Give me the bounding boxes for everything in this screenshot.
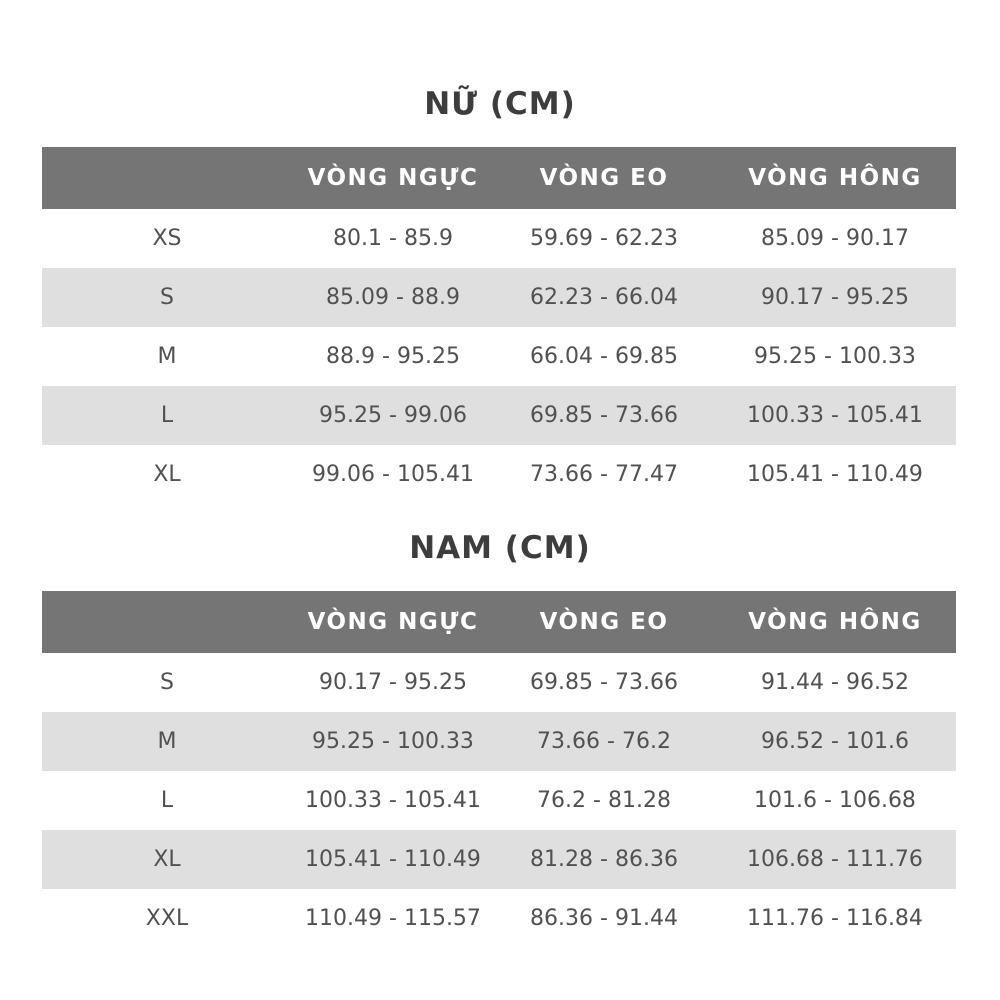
bust-cell: 88.9 - 95.25 <box>326 344 460 369</box>
bust-cell: 95.25 - 100.33 <box>312 729 474 754</box>
bust-cell: 95.25 - 99.06 <box>319 403 467 428</box>
bust-cell: 100.33 - 105.41 <box>305 788 481 813</box>
waist-cell: 76.2 - 81.28 <box>537 788 671 813</box>
table-row: S 90.17 - 95.25 69.85 - 73.66 91.44 - 96… <box>42 653 956 712</box>
bust-cell: 85.09 - 88.9 <box>326 285 460 310</box>
size-cell: XL <box>153 847 181 872</box>
bust-cell: 110.49 - 115.57 <box>305 906 481 931</box>
hip-cell: 96.52 - 101.6 <box>761 729 909 754</box>
table-row: L 95.25 - 99.06 69.85 - 73.66 100.33 - 1… <box>42 386 956 445</box>
hip-cell: 106.68 - 111.76 <box>747 847 923 872</box>
waist-cell: 73.66 - 77.47 <box>530 462 678 487</box>
table-row: M 95.25 - 100.33 73.66 - 76.2 96.52 - 10… <box>42 712 956 771</box>
bust-cell: 99.06 - 105.41 <box>312 462 474 487</box>
hip-cell: 90.17 - 95.25 <box>761 285 909 310</box>
size-cell: L <box>160 403 174 428</box>
size-cell: L <box>160 788 174 813</box>
hip-cell: 111.76 - 116.84 <box>747 906 923 931</box>
hip-cell: 105.41 - 110.49 <box>747 462 923 487</box>
men-size-table: VÒNG NGỰC VÒNG EO VÒNG HÔNG S 90.17 - 95… <box>42 591 956 948</box>
women-header-waist: VÒNG EO <box>494 147 714 209</box>
waist-cell: 69.85 - 73.66 <box>530 403 678 428</box>
women-size-table: VÒNG NGỰC VÒNG EO VÒNG HÔNG XS 80.1 - 85… <box>42 147 956 504</box>
hip-cell: 85.09 - 90.17 <box>761 226 909 251</box>
women-section-title: NỮ (CM) <box>424 86 576 122</box>
men-header-hip: VÒNG HÔNG <box>714 591 956 653</box>
men-table-head: VÒNG NGỰC VÒNG EO VÒNG HÔNG <box>42 591 956 653</box>
table-row: XXL 110.49 - 115.57 86.36 - 91.44 111.76… <box>42 889 956 948</box>
bust-cell: 90.17 - 95.25 <box>319 670 467 695</box>
size-cell: M <box>157 344 177 369</box>
waist-cell: 62.23 - 66.04 <box>530 285 678 310</box>
bust-cell: 80.1 - 85.9 <box>333 226 453 251</box>
table-row: M 88.9 - 95.25 66.04 - 69.85 95.25 - 100… <box>42 327 956 386</box>
women-table-head: VÒNG NGỰC VÒNG EO VÒNG HÔNG <box>42 147 956 209</box>
men-section-title: NAM (CM) <box>409 530 591 566</box>
table-row: XL 99.06 - 105.41 73.66 - 77.47 105.41 -… <box>42 445 956 504</box>
women-header-size <box>42 147 292 209</box>
women-header-bust: VÒNG NGỰC <box>292 147 494 209</box>
size-cell: XXL <box>145 906 189 931</box>
waist-cell: 73.66 - 76.2 <box>537 729 671 754</box>
waist-cell: 66.04 - 69.85 <box>530 344 678 369</box>
size-cell: M <box>157 729 177 754</box>
size-cell: XS <box>152 226 182 251</box>
men-header-waist: VÒNG EO <box>494 591 714 653</box>
table-row: XS 80.1 - 85.9 59.69 - 62.23 85.09 - 90.… <box>42 209 956 268</box>
women-header-row: VÒNG NGỰC VÒNG EO VÒNG HÔNG <box>42 147 956 209</box>
women-table-body: XS 80.1 - 85.9 59.69 - 62.23 85.09 - 90.… <box>42 209 956 504</box>
table-row: XL 105.41 - 110.49 81.28 - 86.36 106.68 … <box>42 830 956 889</box>
hip-cell: 91.44 - 96.52 <box>761 670 909 695</box>
table-row: S 85.09 - 88.9 62.23 - 66.04 90.17 - 95.… <box>42 268 956 327</box>
men-header-size <box>42 591 292 653</box>
hip-cell: 101.6 - 106.68 <box>754 788 916 813</box>
size-cell: XL <box>153 462 181 487</box>
bust-cell: 105.41 - 110.49 <box>305 847 481 872</box>
waist-cell: 59.69 - 62.23 <box>530 226 678 251</box>
men-header-bust: VÒNG NGỰC <box>292 591 494 653</box>
waist-cell: 86.36 - 91.44 <box>530 906 678 931</box>
size-cell: S <box>160 285 174 310</box>
waist-cell: 69.85 - 73.66 <box>530 670 678 695</box>
hip-cell: 95.25 - 100.33 <box>754 344 916 369</box>
waist-cell: 81.28 - 86.36 <box>530 847 678 872</box>
men-header-row: VÒNG NGỰC VÒNG EO VÒNG HÔNG <box>42 591 956 653</box>
hip-cell: 100.33 - 105.41 <box>747 403 923 428</box>
women-header-hip: VÒNG HÔNG <box>714 147 956 209</box>
size-cell: S <box>160 670 174 695</box>
men-table-body: S 90.17 - 95.25 69.85 - 73.66 91.44 - 96… <box>42 653 956 948</box>
table-row: L 100.33 - 105.41 76.2 - 81.28 101.6 - 1… <box>42 771 956 830</box>
